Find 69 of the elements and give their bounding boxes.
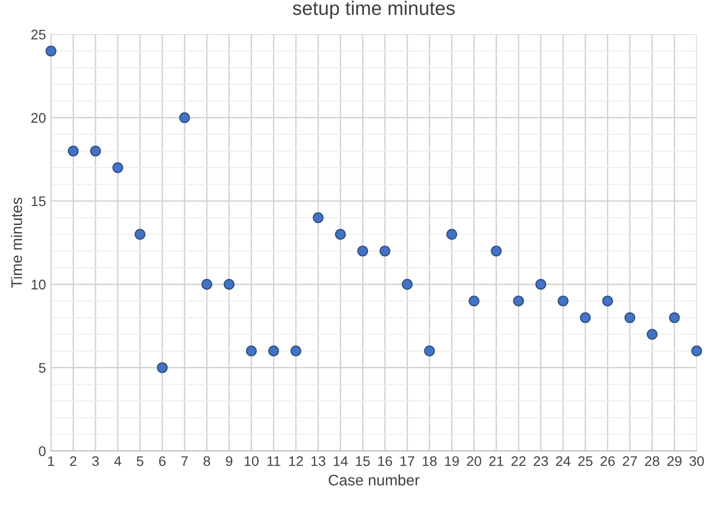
point bbox=[179, 112, 190, 124]
y-tick-label: 5 bbox=[38, 363, 46, 373]
point bbox=[490, 246, 502, 256]
point bbox=[513, 296, 524, 306]
x-tick-label: 13 bbox=[311, 456, 326, 466]
point bbox=[268, 346, 280, 356]
x-tick-label: 16 bbox=[378, 456, 392, 466]
x-tick-label: 2 bbox=[70, 456, 76, 466]
y-tick-label: 25 bbox=[31, 30, 46, 40]
point bbox=[357, 246, 368, 256]
x-tick-label: 19 bbox=[445, 456, 459, 466]
x-tick-label: 4 bbox=[114, 456, 122, 466]
point bbox=[380, 246, 390, 256]
point bbox=[468, 296, 480, 306]
point bbox=[446, 228, 458, 240]
point bbox=[134, 228, 146, 240]
point bbox=[156, 362, 168, 374]
y-axis-title: Time minutes bbox=[10, 198, 22, 288]
x-tick-label: 22 bbox=[512, 456, 526, 466]
point bbox=[112, 162, 124, 174]
point bbox=[602, 296, 614, 306]
x-tick-label: 15 bbox=[356, 456, 370, 466]
point bbox=[624, 312, 636, 324]
x-tick-label: 9 bbox=[226, 456, 232, 466]
x-tick-label: 8 bbox=[204, 456, 210, 466]
x-tick-label: 18 bbox=[422, 456, 437, 466]
chart-title: setup time minutes bbox=[292, 0, 455, 19]
x-tick-label: 20 bbox=[466, 456, 482, 466]
x-tick-label: 7 bbox=[181, 456, 188, 466]
y-tick-label: 10 bbox=[32, 280, 46, 290]
x-tick-label: 26 bbox=[600, 456, 615, 466]
x-tick-label: 23 bbox=[534, 456, 548, 466]
x-tick-label: 12 bbox=[289, 456, 303, 466]
point bbox=[246, 346, 257, 356]
x-tick-label: 27 bbox=[622, 456, 637, 466]
x-tick-label: 1 bbox=[48, 456, 54, 466]
point bbox=[68, 146, 79, 156]
y-tick-label: 0 bbox=[38, 446, 46, 456]
point bbox=[668, 312, 680, 324]
y-tick-label: 15 bbox=[32, 196, 46, 206]
x-tick-label: 25 bbox=[578, 456, 592, 466]
point bbox=[646, 328, 658, 340]
x-tick-label: 11 bbox=[267, 456, 280, 466]
point bbox=[424, 346, 435, 356]
x-tick-label: 30 bbox=[689, 456, 704, 466]
point bbox=[46, 46, 56, 56]
point bbox=[224, 278, 235, 290]
point bbox=[535, 278, 546, 290]
x-tick-label: 21 bbox=[489, 456, 504, 466]
x-tick-label: 3 bbox=[92, 456, 99, 466]
x-tick-label: 28 bbox=[645, 456, 660, 466]
point bbox=[580, 312, 591, 324]
point bbox=[402, 278, 413, 290]
x-tick-label: 17 bbox=[400, 456, 414, 466]
point bbox=[691, 346, 702, 356]
point bbox=[335, 228, 346, 240]
point bbox=[558, 296, 568, 306]
x-axis-title: Case number bbox=[328, 474, 420, 486]
x-tick-label: 10 bbox=[244, 456, 259, 466]
x-tick-label: 24 bbox=[556, 456, 570, 466]
x-tick-label: 29 bbox=[667, 456, 682, 466]
y-tick-label: 20 bbox=[31, 113, 46, 123]
point bbox=[201, 278, 212, 290]
point bbox=[90, 146, 101, 156]
x-tick-label: 6 bbox=[159, 456, 166, 466]
point bbox=[290, 346, 302, 356]
x-tick-label: 14 bbox=[334, 456, 348, 466]
x-tick-label: 5 bbox=[136, 456, 144, 466]
point bbox=[312, 212, 324, 224]
